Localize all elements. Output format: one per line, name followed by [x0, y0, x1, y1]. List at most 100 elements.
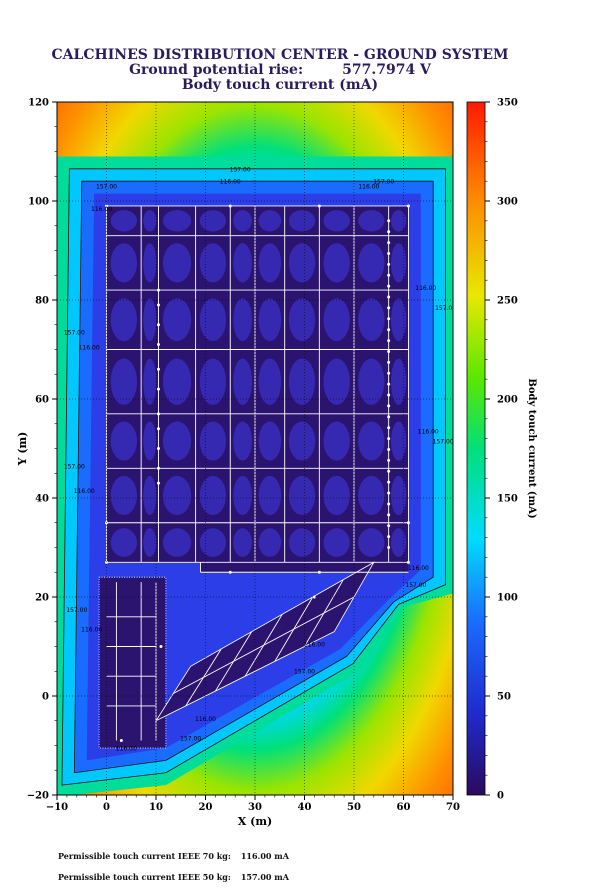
- ground-rod: [387, 295, 391, 299]
- mesh-cell-hotspot: [288, 210, 316, 232]
- y-tick-label: 40: [35, 494, 49, 505]
- mesh-cell-hotspot: [288, 421, 316, 461]
- mesh-cell-hotspot: [199, 243, 227, 283]
- ground-rod: [317, 204, 321, 208]
- ground-rod: [156, 427, 160, 431]
- mesh-cell-hotspot: [288, 298, 316, 342]
- ground-rod: [387, 447, 391, 451]
- permissible-touch-note-70kg: Permissible touch current IEEE 70 kg: 116…: [58, 851, 289, 861]
- colorbar-label: Body touch current (mA): [526, 378, 537, 518]
- contour-label: 116.00: [358, 184, 379, 191]
- mesh-cell-hotspot: [391, 298, 407, 342]
- mesh-cell-hotspot: [258, 421, 282, 461]
- mesh-cell-hotspot: [199, 421, 227, 461]
- ground-rod: [387, 513, 391, 517]
- ground-rod: [387, 251, 391, 255]
- ground-rod: [387, 426, 391, 430]
- mesh-cell-hotspot: [391, 421, 407, 461]
- contour-label: 157.00: [64, 463, 85, 470]
- x-tick-label: 0: [103, 802, 110, 813]
- mesh-cell-hotspot: [391, 528, 407, 557]
- ground-rod: [387, 371, 391, 375]
- mesh-cell-hotspot: [143, 421, 157, 461]
- ground-rod: [387, 317, 391, 321]
- contour-label: 157.00: [66, 607, 87, 614]
- contour-label: 157.00: [180, 736, 201, 743]
- ground-rod: [387, 404, 391, 408]
- contour-label: 157.00: [405, 582, 426, 589]
- mesh-cell-hotspot: [258, 528, 282, 557]
- mesh-cell-hotspot: [233, 475, 253, 516]
- x-tick-label: 60: [397, 802, 411, 813]
- x-tick-label: 30: [248, 802, 262, 813]
- colorbar-tick-label: 0: [497, 791, 504, 802]
- ground-rod: [105, 204, 108, 208]
- mesh-cell-hotspot: [391, 243, 407, 283]
- colorbar-tick-label: 350: [497, 98, 518, 109]
- ground-rod: [387, 349, 391, 353]
- mesh-cell-hotspot: [288, 243, 316, 283]
- mesh-cell-hotspot: [162, 358, 192, 405]
- ground-rod: [387, 415, 391, 419]
- ground-rod: [156, 412, 160, 416]
- ground-rod: [156, 367, 160, 371]
- colorbar-tick-label: 150: [497, 494, 518, 505]
- mesh-cell-hotspot: [358, 528, 385, 557]
- ground-rod: [387, 546, 391, 549]
- mesh-cell-hotspot: [143, 298, 157, 342]
- ground-rod: [387, 273, 391, 277]
- ground-rod: [387, 458, 391, 462]
- ground-rod: [156, 481, 160, 485]
- chart-subtitle-gpr: Ground potential rise: 577.7974 V: [129, 62, 431, 78]
- contour-label: 116.00: [79, 345, 100, 352]
- mesh-cell-hotspot: [143, 358, 157, 405]
- mesh-cell-hotspot: [110, 421, 137, 461]
- mesh-cell-hotspot: [258, 475, 282, 516]
- ground-rod: [387, 535, 391, 539]
- mesh-cell-hotspot: [143, 475, 157, 516]
- rotated-pad-conductor: [173, 596, 355, 694]
- main-grid-fill: [106, 205, 409, 563]
- mesh-cell-hotspot: [233, 528, 253, 557]
- mesh-cell-hotspot: [258, 358, 282, 405]
- permissible-touch-note-50kg: Permissible touch current IEEE 50 kg: 157…: [58, 872, 289, 882]
- mesh-cell-hotspot: [358, 421, 385, 461]
- contour-label: 116.00: [116, 745, 137, 752]
- colorbar-tick-label: 250: [497, 296, 518, 307]
- mesh-cell-hotspot: [288, 475, 316, 516]
- y-tick-label: 100: [28, 197, 49, 208]
- ground-rod: [156, 466, 160, 470]
- y-tick-label: 60: [35, 395, 49, 406]
- y-tick-label: 20: [35, 593, 49, 604]
- colorbar-tick-label: 300: [497, 197, 518, 208]
- ground-rod: [105, 560, 108, 564]
- ground-rod: [387, 382, 391, 386]
- y-tick-label: 0: [42, 692, 49, 703]
- mesh-cell-hotspot: [323, 210, 350, 232]
- y-tick-label: 120: [28, 98, 49, 109]
- colorbar-tick-label: 100: [497, 593, 518, 604]
- mesh-cell-hotspot: [358, 243, 385, 283]
- colorbar: 0 50 100 150 200 250 300 350 Body touch current …: [466, 98, 537, 802]
- mesh-cell-hotspot: [323, 421, 350, 461]
- ground-rod: [387, 219, 391, 223]
- axes: −10 0 10 20 30 40 50 60 70 −20 0 20 40 60 80 100 120 X (m…: [16, 98, 460, 829]
- contour-label: 157.00: [230, 166, 251, 173]
- mesh-cell-hotspot: [143, 243, 157, 283]
- contour-label: 116.00: [418, 429, 439, 436]
- ground-rod: [156, 447, 160, 450]
- mesh-cell-hotspot: [288, 528, 316, 557]
- ground-rod: [156, 387, 160, 391]
- mesh-cell-hotspot: [143, 210, 157, 232]
- mesh-cell-hotspot: [323, 475, 350, 516]
- mesh-cell-hotspot: [358, 210, 385, 232]
- mesh-cell-hotspot: [162, 475, 192, 516]
- ground-rod: [156, 343, 160, 347]
- mesh-cell-hotspot: [233, 243, 253, 283]
- mesh-cell-hotspot: [391, 475, 407, 516]
- colorbar-tick-label: 50: [497, 692, 511, 703]
- contour-label: 157.00: [96, 184, 117, 191]
- mesh-cell-hotspot: [199, 358, 227, 405]
- y-axis-label: Y (m): [16, 432, 29, 467]
- chart-subtitle-metric: Body touch current (mA): [181, 77, 379, 93]
